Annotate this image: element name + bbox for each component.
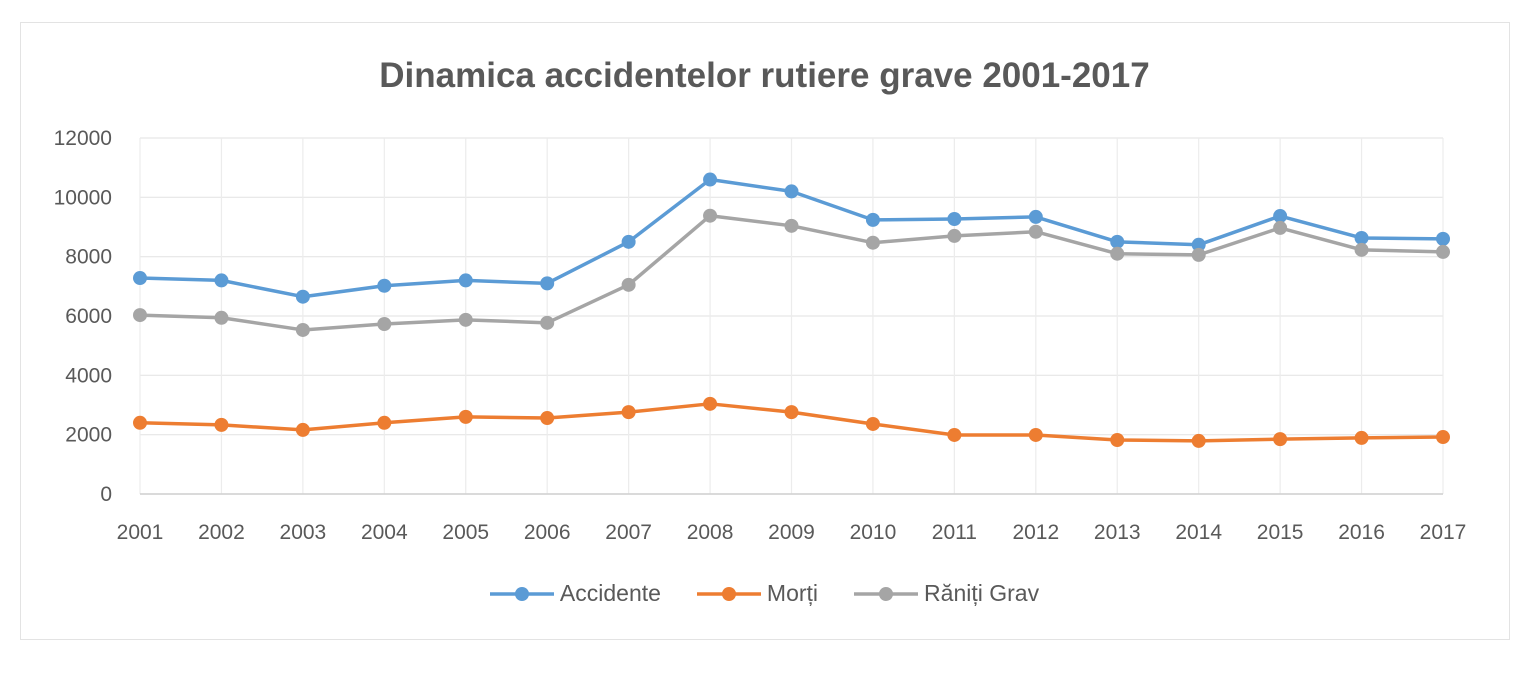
data-point — [1354, 430, 1369, 445]
data-point — [1191, 433, 1206, 448]
x-tick-label: 2014 — [1175, 521, 1222, 544]
x-tick-label: 2016 — [1338, 521, 1385, 544]
data-point — [1028, 224, 1043, 239]
x-tick-label: 2017 — [1420, 521, 1467, 544]
data-point — [133, 271, 147, 286]
data-point — [784, 184, 799, 199]
x-tick-label: 2015 — [1257, 521, 1304, 544]
x-tick-label: 2004 — [361, 521, 408, 544]
x-tick-label: 2010 — [850, 521, 897, 544]
data-point — [133, 308, 147, 323]
x-tick-label: 2007 — [605, 521, 652, 544]
data-point — [1436, 231, 1450, 246]
x-tick-label: 2003 — [280, 521, 327, 544]
legend-item: Accidente — [489, 580, 661, 607]
data-point — [1028, 427, 1043, 442]
data-point — [1110, 246, 1125, 261]
legend-item: Răniți Grav — [854, 580, 1039, 607]
data-point — [540, 276, 555, 291]
data-point — [703, 396, 718, 411]
data-point — [947, 427, 962, 442]
y-tick-label: 10000 — [54, 186, 112, 209]
data-point — [865, 212, 880, 227]
data-point — [1436, 430, 1450, 445]
data-point — [458, 273, 473, 288]
x-tick-label: 2005 — [442, 521, 489, 544]
legend-marker-icon — [854, 586, 919, 601]
data-point — [377, 317, 392, 332]
y-tick-label: 4000 — [65, 364, 112, 387]
data-point — [1273, 220, 1288, 235]
data-point — [540, 411, 555, 426]
data-point — [1273, 432, 1288, 447]
data-point — [621, 405, 636, 420]
legend: Accidente Morți Răniți Grav — [0, 580, 1529, 607]
data-point — [621, 234, 636, 249]
data-point — [1354, 230, 1369, 245]
data-point — [1273, 209, 1288, 224]
data-point — [295, 322, 310, 337]
data-point — [621, 277, 636, 292]
data-point — [865, 235, 880, 250]
x-tick-label: 2008 — [687, 521, 734, 544]
data-point — [1028, 209, 1043, 224]
legend-marker-icon — [489, 586, 554, 601]
chart-frame — [20, 22, 1510, 640]
data-point — [1354, 242, 1369, 257]
data-point — [377, 415, 392, 430]
legend-marker-icon — [696, 586, 761, 601]
data-point — [458, 312, 473, 327]
y-tick-label: 8000 — [65, 246, 112, 269]
chart-title: Dinamica accidentelor rutiere grave 2001… — [379, 56, 1150, 95]
legend-label: Morți — [766, 580, 819, 606]
data-point — [133, 415, 147, 430]
data-point — [214, 273, 229, 288]
data-point — [377, 278, 392, 293]
x-tick-label: 2006 — [524, 521, 571, 544]
data-point — [295, 289, 310, 304]
legend-label: Accidente — [559, 580, 661, 606]
legend-item: Morți — [696, 580, 819, 607]
data-point — [703, 172, 718, 187]
data-point — [784, 218, 799, 233]
y-tick-label: 0 — [100, 483, 112, 506]
data-point — [1191, 237, 1206, 252]
data-point — [214, 417, 229, 432]
x-tick-label: 2002 — [198, 521, 245, 544]
data-point — [458, 409, 473, 424]
x-tick-label: 2009 — [768, 521, 815, 544]
legend-label: Răniți Grav — [924, 580, 1040, 606]
data-point — [295, 422, 310, 437]
data-point — [1191, 247, 1206, 262]
data-point — [947, 228, 962, 243]
data-point — [1436, 244, 1450, 259]
y-tick-label: 2000 — [65, 424, 112, 447]
data-point — [214, 310, 229, 325]
data-point — [540, 315, 555, 330]
data-point — [865, 416, 880, 431]
x-tick-label: 2011 — [932, 521, 977, 544]
data-point — [1110, 234, 1125, 249]
data-point — [947, 211, 962, 226]
data-point — [1110, 433, 1125, 448]
x-tick-label: 2012 — [1012, 521, 1059, 544]
y-tick-label: 12000 — [54, 127, 112, 150]
data-point — [703, 208, 718, 223]
data-point — [784, 405, 799, 420]
y-tick-label: 6000 — [65, 305, 112, 328]
x-tick-label: 2013 — [1094, 521, 1141, 544]
x-tick-label: 2001 — [117, 521, 164, 544]
